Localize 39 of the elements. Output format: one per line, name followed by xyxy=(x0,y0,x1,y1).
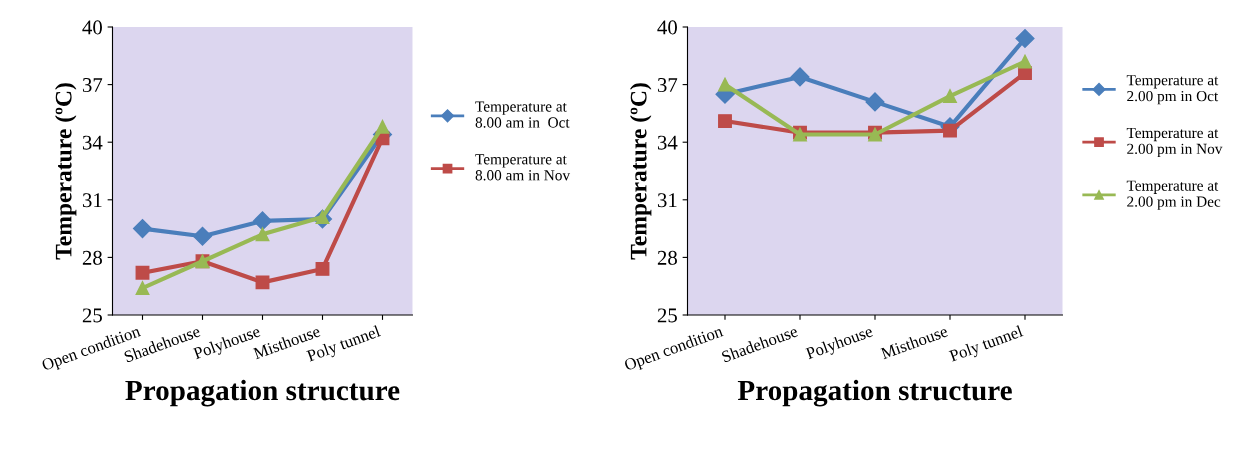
y-tick-label: 40 xyxy=(657,20,677,35)
y-tick-label: 37 xyxy=(657,78,678,93)
point xyxy=(865,92,885,112)
y-tick-label: 28 xyxy=(657,250,677,265)
point xyxy=(135,281,150,296)
y-tick-label: 25 xyxy=(82,308,102,323)
x-tick-label: Poly tunnel xyxy=(948,324,1025,365)
point xyxy=(135,265,150,280)
point xyxy=(315,261,330,276)
point xyxy=(375,119,390,134)
point xyxy=(1015,28,1035,49)
point xyxy=(255,227,270,242)
point xyxy=(1018,54,1032,69)
y-axis-title: Temperature (ºC) xyxy=(54,83,77,260)
y-tick-label: 34 xyxy=(657,135,678,150)
point xyxy=(943,123,957,138)
point xyxy=(943,89,957,104)
point xyxy=(718,77,732,92)
y-tick-label: 28 xyxy=(82,250,102,265)
point xyxy=(718,114,732,129)
legend-label: Temperature at 2.00 pm in Oct xyxy=(1126,75,1219,105)
y-tick-label: 34 xyxy=(82,135,103,150)
y-tick-label: 31 xyxy=(657,193,677,208)
point xyxy=(790,67,810,87)
y-tick-label: 37 xyxy=(82,78,103,93)
legend-label: Temperature at 8.00 am in Oct xyxy=(475,101,570,128)
point xyxy=(132,219,153,239)
point xyxy=(192,226,213,246)
point xyxy=(252,211,273,231)
legend-label: Temperature at 2.00 pm in Dec xyxy=(1126,180,1221,210)
point xyxy=(255,275,270,290)
y-axis-title: Temperature (ºC) xyxy=(629,83,652,260)
y-tick-label: 25 xyxy=(657,308,677,323)
x-axis-title: Propagation structure xyxy=(737,379,1012,407)
y-tick-label: 31 xyxy=(82,193,102,208)
legend-label: Temperature at 8.00 am in Nov xyxy=(475,154,571,181)
x-axis-title: Propagation structure xyxy=(125,379,400,407)
y-tick-label: 40 xyxy=(82,20,102,35)
legend-label: Temperature at 2.00 pm in Nov xyxy=(1126,127,1223,158)
